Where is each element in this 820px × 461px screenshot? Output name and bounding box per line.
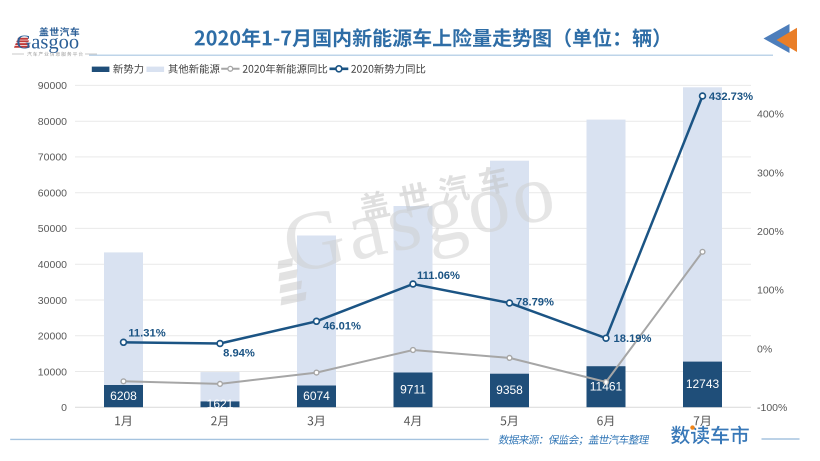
svg-text:-100%: -100% <box>757 402 787 414</box>
svg-text:200%: 200% <box>757 226 784 238</box>
svg-text:300%: 300% <box>757 167 784 179</box>
svg-text:400%: 400% <box>757 109 784 121</box>
svg-text:78.79%: 78.79% <box>516 296 554 308</box>
svg-text:9711: 9711 <box>400 383 426 397</box>
svg-text:11.31%: 11.31% <box>128 328 165 340</box>
svg-text:80000: 80000 <box>38 116 67 128</box>
svg-text:20000: 20000 <box>38 331 67 343</box>
svg-text:40000: 40000 <box>38 259 67 271</box>
svg-text:60000: 60000 <box>38 188 67 200</box>
svg-text:111.06%: 111.06% <box>417 270 460 282</box>
svg-text:0%: 0% <box>757 343 772 355</box>
svg-text:1621: 1621 <box>207 397 234 411</box>
svg-text:90000: 90000 <box>38 80 67 92</box>
svg-text:Gasgoo: Gasgoo <box>17 32 80 54</box>
svg-text:50000: 50000 <box>38 223 67 235</box>
svg-text:10000: 10000 <box>38 366 67 378</box>
svg-text:8.94%: 8.94% <box>223 348 255 360</box>
svg-text:100%: 100% <box>757 285 784 297</box>
svg-text:6074: 6074 <box>303 389 330 403</box>
svg-text:11461: 11461 <box>590 379 623 393</box>
svg-text:70000: 70000 <box>38 152 67 164</box>
svg-text:18.19%: 18.19% <box>614 333 652 345</box>
svg-text:12743: 12743 <box>686 377 720 391</box>
svg-text:0: 0 <box>61 402 67 414</box>
svg-text:9358: 9358 <box>496 383 523 397</box>
svg-text:6208: 6208 <box>110 389 137 403</box>
svg-text:30000: 30000 <box>38 295 67 307</box>
svg-text:432.73%: 432.73% <box>709 91 753 103</box>
svg-text:46.01%: 46.01% <box>323 321 361 333</box>
